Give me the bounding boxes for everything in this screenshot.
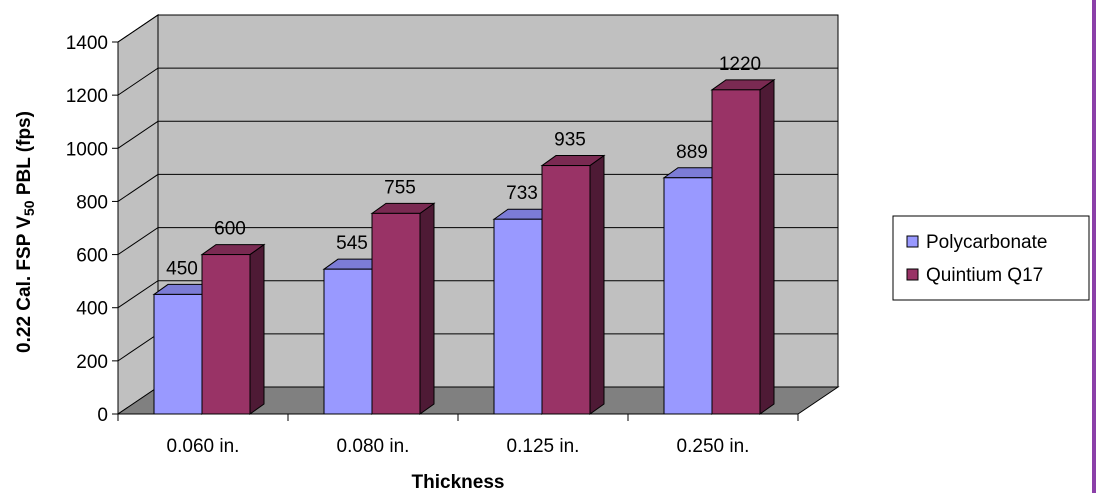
y-tick-label: 800 [76,192,108,213]
y-tick-label: 0 [97,405,108,426]
side-wall [117,14,159,415]
data-label-polycarbonate: 545 [336,233,368,254]
bar-polycarbonate [323,268,373,415]
legend-swatch-polycarbonate [906,235,919,248]
x-axis: 0.060 in. 0.080 in. 0.125 in. 0.250 in. [117,413,799,457]
gridline [117,173,838,202]
y-tick-label: 1200 [66,86,108,107]
x-tick-label: 0.080 in. [337,436,410,457]
right-edge-border [1092,0,1104,493]
data-label-polycarbonate: 450 [166,258,198,279]
data-label-polycarbonate: 889 [676,142,708,163]
legend-label-polycarbonate: Polycarbonate [926,232,1047,253]
bar-side-quintium [419,202,435,415]
y-axis-title: 0.22 Cal. FSP V50 PBL (fps) [14,111,37,353]
x-tick-label: 0.250 in. [677,436,750,457]
y-tick-label: 200 [76,352,108,373]
x-tick-label: 0.060 in. [167,436,240,457]
legend: Polycarbonate Quintium Q17 [892,215,1090,301]
data-label-polycarbonate: 733 [506,183,538,204]
y-tick-label: 400 [76,299,108,320]
gridline [117,120,838,149]
data-label-quintium: 1220 [719,54,761,75]
bar-side-quintium [249,243,265,415]
gridline [117,280,838,309]
gridline [117,67,838,96]
data-label-quintium: 935 [554,130,586,151]
x-axis-title: Thickness [412,472,505,493]
data-label-quintium: 600 [214,219,246,240]
bar-polycarbonate [493,218,543,415]
y-tick-label: 1000 [66,139,108,160]
bar-quintium [371,212,421,415]
data-label-quintium: 755 [384,177,416,198]
y-tick-label: 1400 [66,33,108,54]
bar-side-quintium [759,78,775,415]
data-labels: 450 600 545 755 733 935 889 1220 [166,54,761,280]
legend-frame [892,215,1090,301]
bars [152,78,776,415]
bar-polycarbonate [153,293,203,415]
legend-label-quintium: Quintium Q17 [926,265,1043,286]
bar-polycarbonate [663,177,713,415]
bar-side-quintium [589,154,605,415]
y-axis: 0 200 400 600 800 1000 1200 1400 [66,33,119,426]
gridline [117,227,838,255]
bar-quintium [201,254,251,415]
gridline [117,14,838,43]
bar-quintium [541,165,591,415]
bar-quintium [711,89,761,415]
legend-swatch-quintium [906,268,919,281]
y-tick-label: 600 [76,246,108,267]
x-tick-label: 0.125 in. [507,436,580,457]
